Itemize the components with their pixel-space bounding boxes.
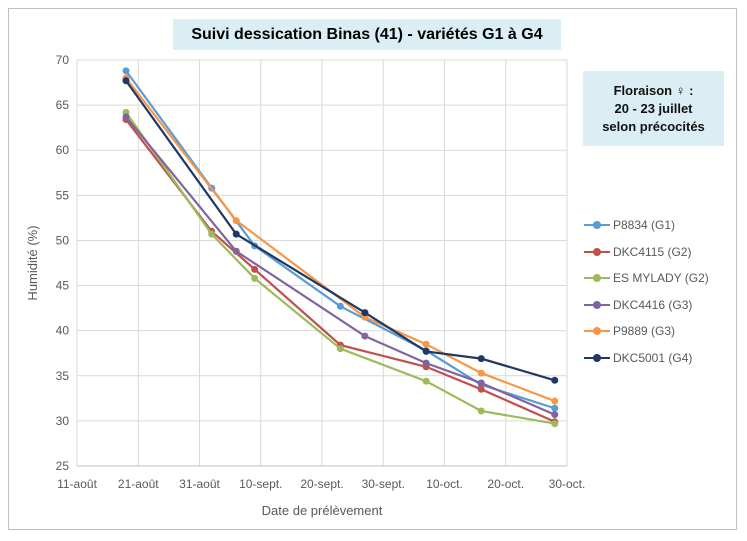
flowering-annotation: Floraison ♀ : 20 - 23 juillet selon préc… (583, 71, 724, 146)
legend-item: DKC4416 (G3) (584, 292, 709, 319)
legend-swatch (584, 300, 610, 310)
data-point (477, 379, 485, 387)
data-point (422, 340, 430, 348)
y-tick-label: 65 (56, 98, 70, 112)
data-point (551, 411, 559, 419)
series-line (125, 80, 556, 382)
legend-swatch (584, 353, 610, 363)
y-tick-label: 45 (56, 279, 70, 293)
data-point (251, 265, 259, 273)
annotation-line-3: selon précocités (602, 118, 705, 134)
y-tick-label: 60 (56, 143, 70, 157)
legend-label: DKC5001 (G4) (613, 350, 693, 365)
data-point (422, 359, 430, 367)
x-tick-label: 20-sept. (300, 477, 343, 491)
data-point (336, 302, 344, 310)
chart-title: Suivi dessication Binas (41) - variétés … (173, 19, 561, 50)
y-tick-label: 55 (56, 188, 70, 202)
y-tick-label: 30 (56, 414, 70, 428)
x-tick-label: 31-août (179, 477, 220, 491)
data-point (422, 377, 430, 385)
x-tick-label: 21-août (118, 477, 159, 491)
legend-item: P9889 (G3) (584, 318, 709, 345)
data-point (551, 376, 559, 384)
legend-item: P8834 (G1) (584, 212, 709, 239)
data-point (422, 347, 430, 355)
x-tick-label: 30-oct. (549, 477, 586, 491)
y-tick-label: 50 (56, 233, 70, 247)
legend-label: P9889 (G3) (613, 324, 676, 339)
x-tick-label: 30-sept. (362, 477, 405, 491)
series-line (125, 70, 556, 410)
y-axis-label: Humidité (%) (25, 225, 40, 300)
legend-swatch (584, 273, 610, 283)
data-point (122, 67, 130, 75)
x-tick-label: 20-oct. (487, 477, 524, 491)
legend-item: DKC4115 (G2) (584, 239, 709, 266)
data-point (361, 309, 369, 317)
data-point (551, 420, 559, 428)
legend-item: DKC5001 (G4) (584, 345, 709, 372)
data-point (232, 217, 240, 225)
data-point (551, 397, 559, 405)
data-point (361, 332, 369, 340)
x-axis-label: Date de prélèvement (262, 503, 383, 518)
legend-label: ES MYLADY (G2) (613, 271, 709, 286)
data-point (251, 274, 259, 282)
annotation-line-1: Floraison ♀ : (613, 82, 694, 98)
legend-label: P8834 (G1) (613, 218, 676, 233)
data-point (477, 369, 485, 377)
data-point (232, 230, 240, 238)
annotation-line-2: 20 - 23 juillet (614, 100, 693, 116)
data-point (122, 113, 130, 121)
y-tick-label: 35 (56, 369, 70, 383)
series-line (125, 116, 556, 416)
series-line (125, 77, 556, 403)
legend-swatch (584, 326, 610, 336)
data-point (336, 345, 344, 353)
x-tick-label: 10-oct. (426, 477, 463, 491)
data-point (232, 247, 240, 255)
x-tick-label: 11-août (57, 477, 97, 491)
data-point (122, 77, 130, 85)
y-tick-label: 70 (56, 53, 70, 67)
data-point (477, 385, 485, 393)
x-tick-label: 10-sept. (239, 477, 282, 491)
chart-frame (8, 8, 737, 530)
data-point (208, 230, 216, 238)
legend-label: DKC4115 (G2) (613, 244, 692, 259)
legend-item: ES MYLADY (G2) (584, 265, 709, 292)
data-point (551, 404, 559, 412)
data-point (477, 407, 485, 415)
legend-swatch (584, 220, 610, 230)
data-point (477, 355, 485, 363)
legend-label: DKC4416 (G3) (613, 297, 693, 312)
legend: P8834 (G1) DKC4115 (G2) ES MYLADY (G2) DKC4… (584, 212, 709, 371)
y-tick-label: 40 (56, 324, 70, 338)
y-tick-label: 25 (56, 459, 70, 473)
legend-swatch (584, 247, 610, 257)
